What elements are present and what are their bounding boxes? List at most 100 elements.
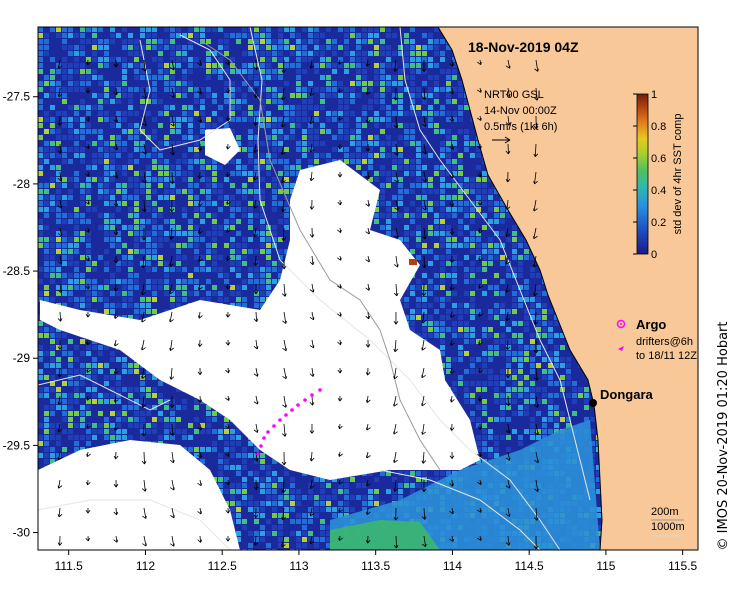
sst-pixel [50, 399, 55, 404]
sst-pixel [224, 225, 229, 230]
sst-pixel [344, 159, 349, 164]
sst-pixel [302, 105, 307, 110]
sst-pixel [104, 189, 109, 194]
sst-pixel [272, 147, 277, 152]
sst-pixel [200, 63, 205, 68]
sst-pixel [146, 69, 151, 74]
sst-pixel [428, 45, 433, 50]
sst-pixel [146, 267, 151, 272]
sst-pixel [488, 429, 493, 434]
sst-pixel [56, 177, 61, 182]
sst-pixel [404, 315, 409, 320]
sst-pixel [50, 381, 55, 386]
sst-pixel [494, 291, 499, 296]
sst-pixel [440, 105, 445, 110]
sst-pixel [152, 309, 157, 314]
sst-pixel [260, 99, 265, 104]
sst-pixel [86, 399, 91, 404]
sst-pixel [74, 447, 79, 452]
sst-pixel [110, 423, 115, 428]
sst-pixel [356, 147, 361, 152]
sst-pixel [560, 417, 565, 422]
sst-pixel [230, 183, 235, 188]
sst-pixel [494, 387, 499, 392]
sst-pixel [92, 129, 97, 134]
sst-pixel [176, 303, 181, 308]
sst-pixel [128, 93, 133, 98]
sst-pixel [68, 405, 73, 410]
sst-pixel [272, 159, 277, 164]
sst-pixel [158, 399, 163, 404]
sst-pixel [188, 63, 193, 68]
sst-pixel [218, 117, 223, 122]
sst-pixel [158, 99, 163, 104]
sst-pixel [98, 147, 103, 152]
sst-pixel [194, 453, 199, 458]
sst-pixel [260, 225, 265, 230]
sst-pixel [386, 123, 391, 128]
sst-pixel [320, 51, 325, 56]
sst-pixel [134, 243, 139, 248]
sst-pixel [104, 303, 109, 308]
sst-pixel [260, 477, 265, 482]
sst-pixel [122, 39, 127, 44]
sst-pixel [476, 447, 481, 452]
sst-pixel [314, 507, 319, 512]
sst-pixel [452, 387, 457, 392]
sst-pixel [74, 435, 79, 440]
sst-pixel [212, 123, 217, 128]
sst-pixel [446, 69, 451, 74]
sst-pixel [188, 27, 193, 32]
sst-pixel [260, 489, 265, 494]
sst-pixel [404, 57, 409, 62]
sst-pixel [158, 153, 163, 158]
sst-pixel [290, 105, 295, 110]
sst-pixel [428, 105, 433, 110]
sst-pixel [320, 75, 325, 80]
sst-pixel [368, 153, 373, 158]
sst-pixel [548, 309, 553, 314]
sst-pixel [116, 357, 121, 362]
sst-pixel [344, 117, 349, 122]
sst-pixel [206, 447, 211, 452]
sst-pixel [236, 117, 241, 122]
sst-pixel [218, 105, 223, 110]
sst-pixel [218, 189, 223, 194]
sst-pixel [482, 381, 487, 386]
sst-pixel [104, 213, 109, 218]
sst-pixel [494, 189, 499, 194]
sst-pixel [494, 393, 499, 398]
sst-pixel [182, 33, 187, 38]
sst-pixel [512, 429, 517, 434]
sst-pixel [446, 141, 451, 146]
sst-pixel [206, 429, 211, 434]
sst-pixel [398, 189, 403, 194]
sst-pixel [254, 33, 259, 38]
sst-pixel [290, 117, 295, 122]
sst-pixel [254, 471, 259, 476]
sst-pixel [86, 219, 91, 224]
sst-pixel [56, 291, 61, 296]
sst-pixel [410, 201, 415, 206]
sst-pixel [494, 399, 499, 404]
sst-pixel [416, 207, 421, 212]
sst-pixel [158, 411, 163, 416]
sst-pixel [92, 165, 97, 170]
sst-pixel [260, 45, 265, 50]
sst-pixel [416, 237, 421, 242]
sst-pixel [560, 381, 565, 386]
sst-pixel [116, 141, 121, 146]
sst-pixel [398, 93, 403, 98]
sst-pixel [422, 297, 427, 302]
sst-pixel [182, 429, 187, 434]
sst-pixel [284, 189, 289, 194]
sst-pixel [206, 231, 211, 236]
sst-pixel [152, 429, 157, 434]
sst-pixel [260, 141, 265, 146]
sst-pixel [266, 123, 271, 128]
sst-pixel [224, 417, 229, 422]
sst-pixel [38, 327, 43, 332]
sst-pixel [182, 57, 187, 62]
sst-pixel [518, 405, 523, 410]
sst-pixel [338, 501, 343, 506]
